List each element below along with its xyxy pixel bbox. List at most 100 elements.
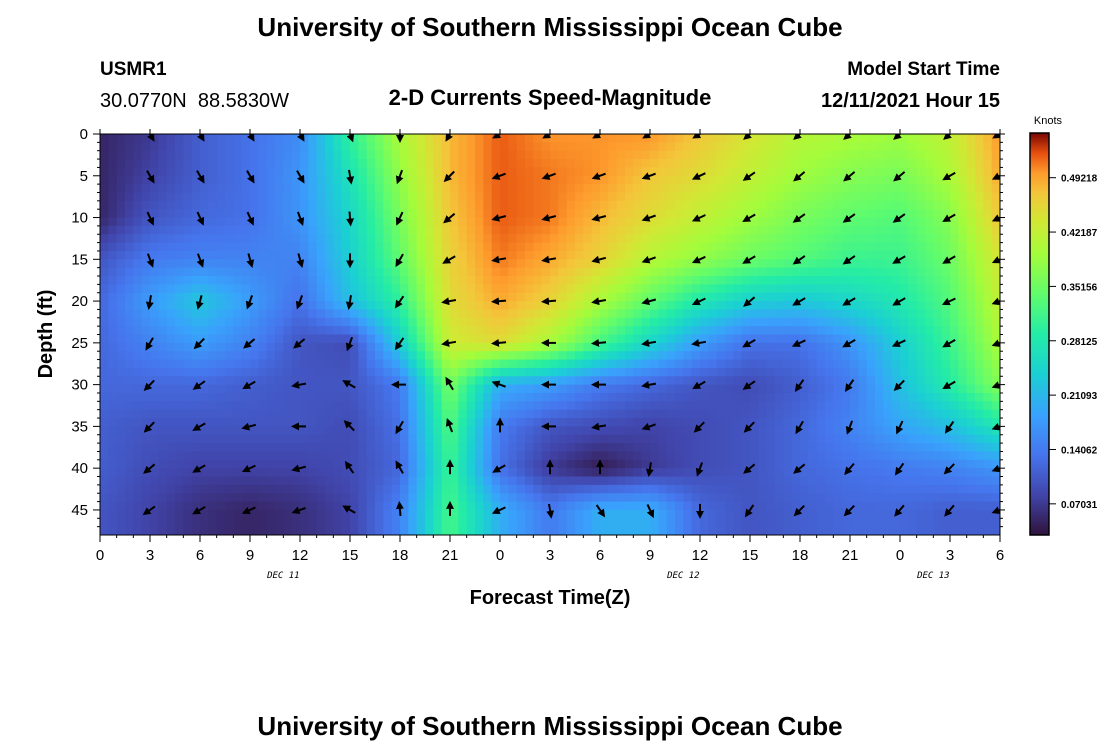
heat-cell: [691, 301, 701, 311]
heat-cell: [500, 159, 509, 169]
heat-cell: [491, 225, 501, 235]
heat-cell: [250, 301, 259, 311]
heat-cell: [133, 326, 143, 336]
heat-cell: [683, 301, 693, 311]
heat-cell: [941, 434, 951, 444]
heat-cell: [766, 468, 776, 478]
heat-cell: [425, 292, 434, 302]
heat-cell: [475, 342, 484, 352]
heat-cell: [175, 134, 184, 143]
heat-cell: [466, 267, 476, 277]
heat-cell: [850, 376, 859, 386]
heat-cell: [116, 167, 126, 177]
heat-cell: [216, 142, 226, 152]
heat-cell: [216, 426, 226, 436]
heat-cell: [800, 367, 809, 377]
heat-cell: [275, 426, 284, 436]
heat-cell: [383, 459, 393, 469]
heat-cell: [683, 242, 693, 252]
heat-cell: [100, 234, 109, 244]
heat-cell: [425, 259, 434, 269]
heat-cell: [558, 284, 568, 294]
heat-cell: [833, 225, 843, 235]
heat-cell: [483, 134, 493, 143]
heat-cell: [675, 175, 684, 185]
heat-cell: [441, 476, 451, 486]
heat-cell: [550, 317, 559, 327]
heat-cell: [616, 409, 626, 419]
heat-cell: [300, 292, 309, 302]
heat-cell: [491, 159, 501, 169]
heat-cell: [241, 409, 251, 419]
heat-cell: [466, 167, 476, 177]
heat-cell: [850, 142, 859, 152]
heat-cell: [266, 401, 276, 411]
heat-cell: [508, 142, 518, 152]
heat-cell: [525, 376, 534, 386]
heat-cell: [275, 134, 284, 143]
heat-cell: [883, 392, 893, 402]
heat-cell: [558, 234, 568, 244]
heat-cell: [708, 384, 718, 394]
heat-cell: [183, 376, 193, 386]
heat-cell: [916, 484, 926, 494]
heat-cell: [675, 342, 684, 352]
heat-cell: [683, 267, 693, 277]
heat-cell: [183, 217, 193, 227]
heat-cell: [300, 509, 309, 519]
heat-cell: [108, 401, 118, 411]
heat-cell: [600, 134, 609, 143]
heat-cell: [800, 292, 809, 302]
heat-cell: [133, 359, 143, 369]
heat-cell: [550, 376, 559, 386]
heat-cell: [166, 175, 176, 185]
heat-cell: [466, 192, 476, 202]
heat-cell: [725, 209, 734, 219]
heat-cell: [683, 451, 693, 461]
heat-cell: [741, 392, 751, 402]
heat-cell: [591, 150, 601, 160]
heat-cell: [816, 267, 826, 277]
heat-cell: [575, 476, 584, 486]
heat-cell: [775, 234, 784, 244]
heat-cell: [775, 451, 784, 461]
heat-cell: [116, 142, 126, 152]
heat-cell: [850, 309, 859, 319]
heat-cell: [458, 159, 468, 169]
heat-cell: [325, 276, 334, 285]
heat-cell: [900, 175, 909, 185]
heat-cell: [308, 309, 318, 319]
heat-cell: [841, 443, 851, 453]
heat-cell: [558, 468, 568, 478]
heat-cell: [166, 367, 176, 377]
heat-cell: [983, 468, 993, 478]
heat-cell: [875, 351, 884, 361]
heat-cell: [150, 493, 159, 503]
heat-cell: [583, 234, 593, 244]
heat-cell: [908, 468, 918, 478]
heat-cell: [841, 159, 851, 169]
heat-cell: [650, 225, 659, 235]
heat-cell: [316, 359, 326, 369]
heat-cell: [325, 200, 334, 210]
heat-cell: [950, 184, 959, 194]
heat-cell: [366, 159, 376, 169]
heat-cell: [991, 367, 1000, 377]
heat-cell: [341, 334, 351, 344]
heat-cell: [816, 150, 826, 160]
heat-cell: [308, 359, 318, 369]
heat-cell: [700, 159, 709, 169]
heat-cell: [625, 401, 634, 411]
heat-cell: [841, 501, 851, 511]
heat-cell: [150, 159, 159, 169]
heat-cell: [725, 234, 734, 244]
heat-cell: [325, 142, 334, 152]
heat-cell: [575, 276, 584, 285]
heat-cell: [950, 418, 959, 427]
heat-cell: [125, 509, 134, 519]
heat-cell: [300, 142, 309, 152]
heat-cell: [258, 292, 268, 302]
heat-cell: [575, 443, 584, 453]
heat-cell: [483, 167, 493, 177]
heat-cell: [600, 259, 609, 269]
